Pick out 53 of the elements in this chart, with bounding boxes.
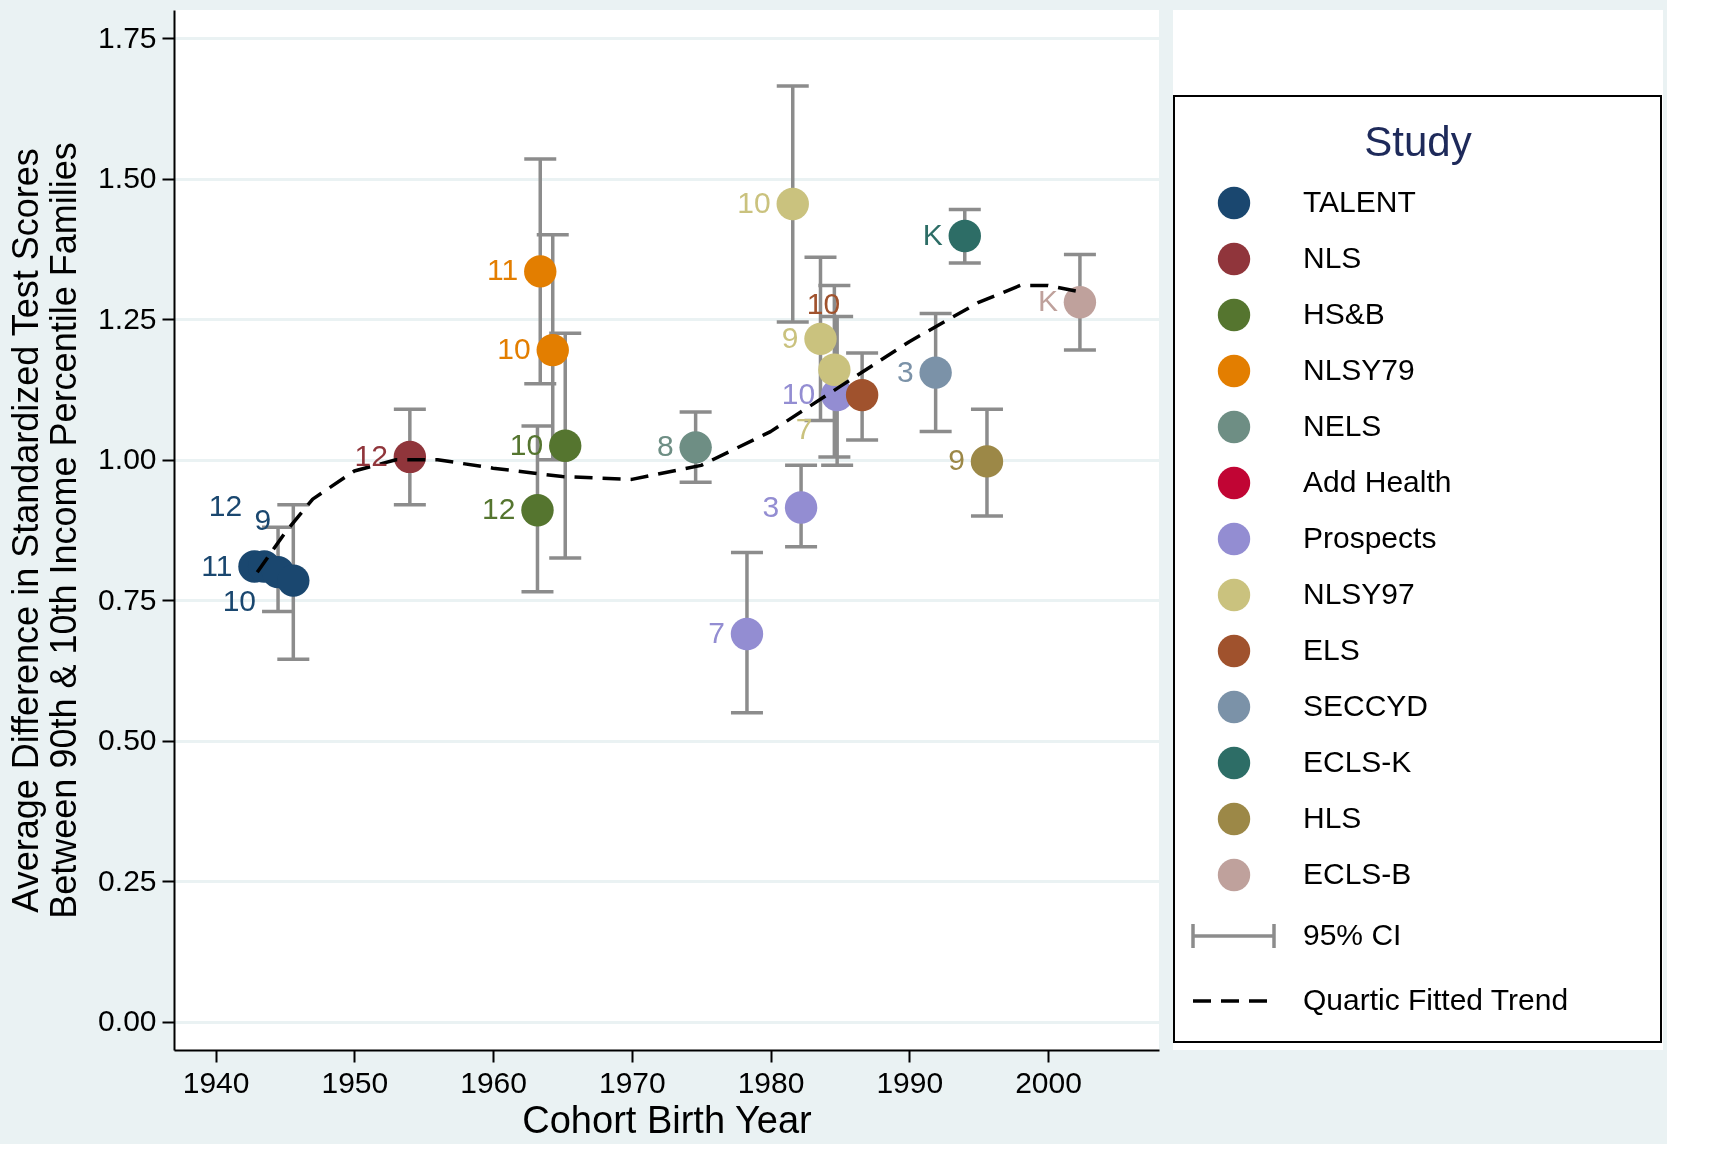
annotation: 10 <box>806 287 841 321</box>
annotation: 7 <box>708 616 725 649</box>
legend-label: ECLS-B <box>1303 857 1412 890</box>
annotation: 10 <box>737 185 771 219</box>
text: 95% CI <box>1303 918 1402 951</box>
legend-label: TALENT <box>1303 185 1416 218</box>
annotation: 9 <box>254 502 272 536</box>
annotation: 7 <box>795 411 813 445</box>
y-tick-label: 1.25 <box>98 301 157 335</box>
annotation: 10 <box>497 332 531 366</box>
y-tick-label: 1.75 <box>98 20 157 54</box>
annotation: 3 <box>762 489 780 523</box>
y-tick-label: 0.25 <box>98 863 157 897</box>
y-tick-label: 1.50 <box>98 161 157 195</box>
y-tick-label: 0.00 <box>98 1004 157 1038</box>
y-tick-label: 0.50 <box>98 723 157 757</box>
legend-label: NLSY97 <box>1303 577 1415 610</box>
legend-label: ELS <box>1303 633 1360 666</box>
legend-label: NELS <box>1303 409 1382 442</box>
x-axis-title: Cohort Birth Year <box>522 1098 813 1141</box>
legend-label: SECCYD <box>1303 689 1429 722</box>
x-tick-label: 1940 <box>182 1065 250 1099</box>
y-tick-label: 1.00 <box>98 442 157 476</box>
annotation: 8 <box>656 429 674 463</box>
x-tick-label: 1950 <box>321 1065 389 1099</box>
annotation: 9 <box>781 320 799 354</box>
legend-label: HLS <box>1303 801 1362 834</box>
legend-label: Prospects <box>1303 521 1437 554</box>
legend-label: HS&B <box>1303 297 1385 330</box>
x-tick-label: 1970 <box>598 1065 666 1099</box>
legend-label: NLS <box>1303 241 1362 274</box>
legend-label: Add Health <box>1303 465 1452 498</box>
legend-title: Study <box>1364 118 1472 165</box>
x-tick-label: 1960 <box>460 1065 527 1099</box>
x-tick-label: 2000 <box>1015 1065 1082 1099</box>
x-tick-label: 1990 <box>876 1065 944 1099</box>
annotation: 9 <box>948 443 965 477</box>
annotation: 12 <box>354 438 388 472</box>
annotation: 11 <box>487 253 519 287</box>
annotation: 10 <box>781 377 816 411</box>
legend-label: ECLS-K <box>1303 745 1412 778</box>
annotation: 11 <box>201 548 233 582</box>
y-tick-label: 0.75 <box>98 582 157 616</box>
x-tick-label: 1980 <box>737 1065 805 1099</box>
annotation: K <box>1037 284 1058 318</box>
annotation: 12 <box>208 488 243 522</box>
annotation: 3 <box>896 354 914 388</box>
legend-label: Quartic Fitted Trend <box>1303 983 1569 1016</box>
annotation: 10 <box>222 584 257 618</box>
legend-label: NLSY79 <box>1303 353 1415 386</box>
annotation: 12 <box>482 492 516 526</box>
annotation: K <box>922 217 943 251</box>
y-axis-title: Average Difference in Standardized Test Scores Between 90th & 10th Income Percentile Families <box>5 142 85 919</box>
